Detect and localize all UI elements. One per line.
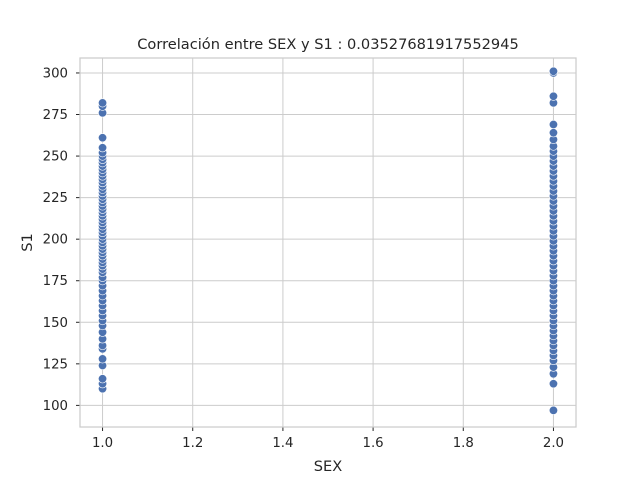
data-point [98, 143, 108, 153]
y-tick-label: 100 [43, 399, 68, 414]
data-point [98, 354, 108, 364]
axis-ticks: 1.0 1.2 1.4 1.6 1.8 2.0 100 125 150 175 200 225 250 2… [43, 66, 564, 451]
y-tick-label: 175 [43, 274, 68, 289]
y-tick-label: 275 [43, 108, 68, 123]
data-point [548, 91, 558, 101]
grid-lines [80, 58, 576, 427]
y-tick-label: 125 [43, 357, 68, 372]
data-point [548, 119, 558, 129]
data-point [548, 66, 558, 76]
x-tick-label: 1.4 [272, 436, 293, 451]
data-point [548, 379, 558, 389]
x-tick-label: 1.6 [363, 436, 384, 451]
x-axis-label: SEX [314, 458, 342, 475]
x-tick-label: 2.0 [543, 436, 564, 451]
y-tick-label: 150 [43, 316, 68, 331]
y-tick-label: 200 [43, 233, 68, 248]
data-point [98, 374, 108, 384]
data-point [548, 405, 558, 415]
x-tick-label: 1.2 [182, 436, 203, 451]
data-point [548, 128, 558, 138]
data-point [98, 133, 108, 143]
x-tick-label: 1.8 [453, 436, 474, 451]
x-tick-label: 1.0 [92, 436, 113, 451]
y-axis-label: S1 [19, 233, 36, 252]
data-point [98, 98, 108, 108]
y-tick-label: 225 [43, 191, 68, 206]
y-tick-label: 300 [43, 66, 68, 81]
plot-frame [79, 57, 577, 428]
chart-title: Correlación entre SEX y S1 : 0.035276819… [137, 36, 519, 53]
data-points [98, 66, 558, 415]
y-tick-label: 250 [43, 150, 68, 165]
